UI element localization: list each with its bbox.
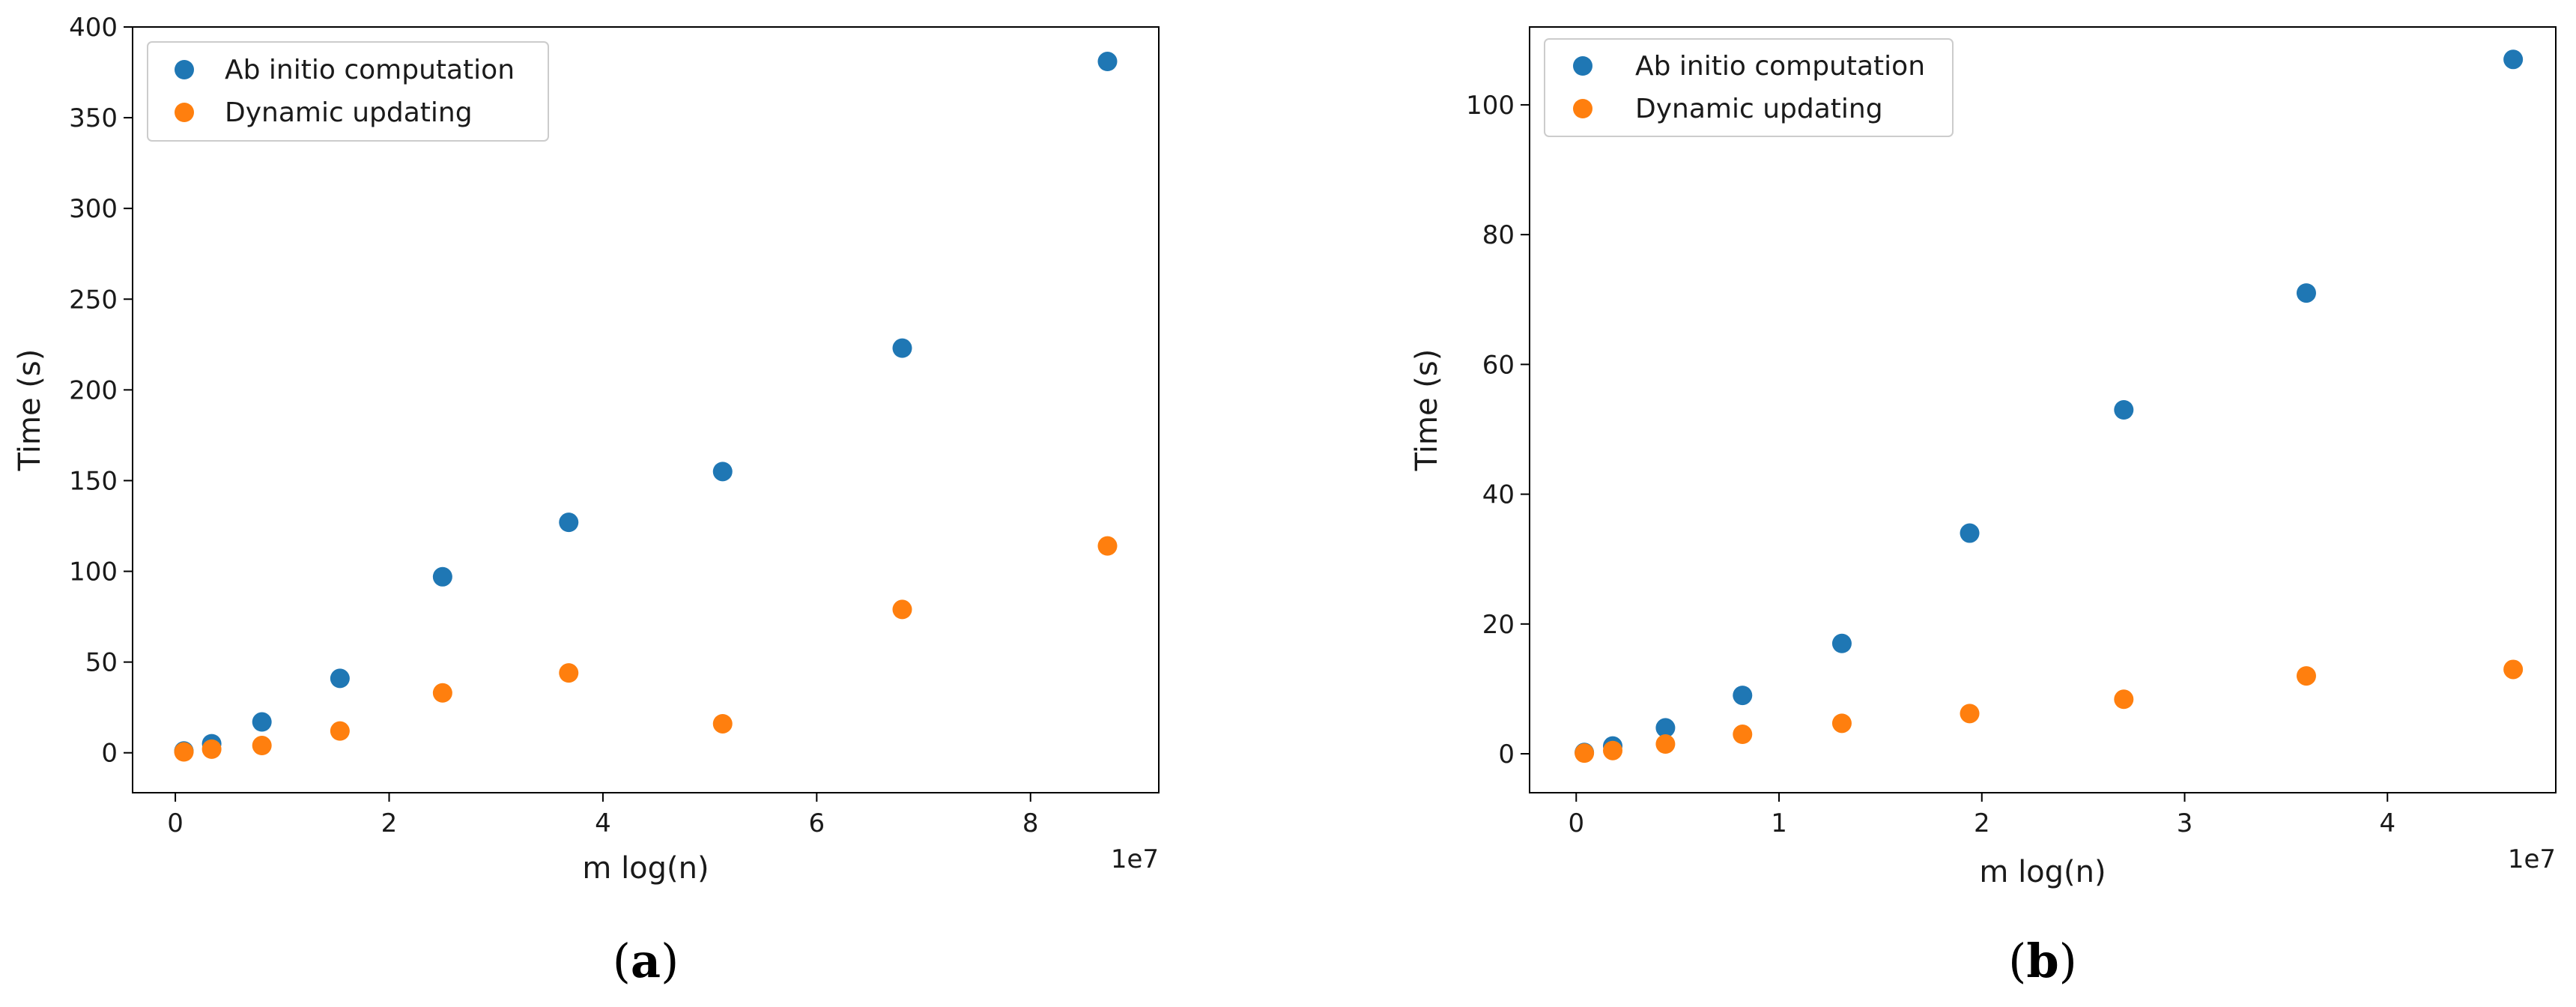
point-ab-initio-a: [330, 668, 350, 689]
plot-area-b: [1529, 26, 2557, 793]
x-tick-label-b: 3: [2177, 808, 2193, 838]
point-dynamic-b: [1655, 734, 1676, 755]
x-offset-label-a: 1e7: [1111, 844, 1159, 874]
y-tick-label-a: 350: [69, 103, 118, 133]
data-points-a: [174, 52, 1118, 762]
legend-box-a: [147, 41, 549, 142]
chart-panel-a: 0 2 4 6 8 0 50 100 150 200 250 300 350 400 m log(n) T…: [13, 13, 1160, 988]
point-ab-initio-b: [2296, 283, 2316, 303]
point-ab-initio-a: [432, 566, 452, 587]
y-tick-label-a: 300: [69, 194, 118, 224]
x-tick-label-b: 4: [2379, 808, 2395, 838]
x-tick-label-b: 2: [1974, 808, 1990, 838]
caption-letter-a: a: [631, 934, 661, 988]
point-ab-initio-a: [892, 338, 912, 358]
point-dynamic-b: [1603, 740, 1623, 760]
legend-b: Ab initio computation Dynamic updating: [1544, 38, 1954, 137]
point-dynamic-a: [174, 742, 194, 762]
legend-marker-dynamic-b: [1573, 99, 1592, 118]
x-tick-label-b: 1: [1771, 808, 1787, 838]
point-dynamic-a: [559, 663, 579, 683]
caption-close-paren-a: ): [661, 934, 679, 988]
point-dynamic-a: [892, 599, 912, 620]
y-axis-label-b: Time (s): [1410, 349, 1444, 472]
x-tick-label-a: 0: [167, 808, 184, 838]
y-tick-label-a: 200: [69, 375, 118, 405]
legend-a: Ab initio computation Dynamic updating: [147, 41, 549, 142]
panel-caption-b: (b): [2008, 934, 2077, 988]
x-tick-label-a: 8: [1022, 808, 1039, 838]
point-dynamic-b: [1831, 713, 1852, 734]
legend-box-b: [1544, 38, 1954, 137]
point-ab-initio-b: [1831, 633, 1852, 653]
caption-open-paren-b: (: [2008, 934, 2026, 988]
y-tick-label-b: 0: [1498, 740, 1515, 769]
point-ab-initio-a: [559, 512, 579, 533]
legend-label-ab-initio-b: Ab initio computation: [1635, 51, 1925, 82]
y-tick-label-b: 100: [1466, 91, 1515, 121]
point-dynamic-b: [2114, 689, 2134, 710]
legend-label-dynamic-a: Dynamic updating: [225, 97, 473, 128]
y-tick-label-b: 80: [1482, 220, 1515, 250]
y-tick-label-a: 50: [85, 648, 118, 678]
point-ab-initio-b: [2114, 400, 2134, 420]
caption-close-paren-b: ): [2059, 934, 2077, 988]
point-dynamic-a: [330, 721, 350, 741]
point-ab-initio-a: [1097, 52, 1118, 72]
x-tick-label-a: 2: [381, 808, 398, 838]
point-ab-initio-b: [1733, 686, 1753, 706]
legend-label-ab-initio-a: Ab initio computation: [225, 55, 515, 85]
y-tick-label-a: 100: [69, 557, 118, 587]
legend-marker-dynamic-a: [175, 103, 194, 122]
y-tick-label-b: 60: [1482, 350, 1515, 380]
y-tick-label-a: 250: [69, 285, 118, 315]
point-dynamic-b: [1733, 725, 1753, 745]
y-tick-label-a: 400: [69, 13, 118, 43]
point-dynamic-a: [1097, 536, 1118, 556]
x-axis-label-a: m log(n): [582, 851, 709, 886]
y-tick-label-b: 20: [1482, 610, 1515, 640]
point-ab-initio-b: [1960, 523, 1980, 543]
point-ab-initio-b: [2503, 49, 2524, 70]
point-dynamic-b: [1960, 704, 1980, 724]
y-tick-label-b: 40: [1482, 480, 1515, 510]
point-dynamic-a: [252, 736, 272, 756]
y-tick-label-a: 0: [101, 739, 118, 769]
caption-letter-b: b: [2026, 934, 2058, 988]
legend-label-dynamic-b: Dynamic updating: [1635, 94, 1883, 124]
data-points-b: [1575, 49, 2524, 763]
point-dynamic-b: [2503, 659, 2524, 680]
point-ab-initio-b: [1655, 718, 1676, 738]
plot-area-a: [132, 26, 1160, 793]
panel-caption-a: (a): [613, 934, 679, 988]
x-tick-label-a: 4: [595, 808, 611, 838]
x-tick-label-a: 6: [809, 808, 825, 838]
point-dynamic-a: [201, 739, 222, 759]
x-tick-label-b: 0: [1568, 808, 1584, 838]
caption-open-paren-a: (: [613, 934, 631, 988]
point-ab-initio-a: [252, 712, 272, 732]
legend-marker-ab-initio-a: [175, 60, 194, 79]
point-dynamic-b: [1575, 743, 1595, 763]
y-axis-label-a: Time (s): [13, 349, 47, 472]
axis-ticks-a: 0 2 4 6 8 0 50 100 150 200 250 300 350 400: [69, 13, 1038, 838]
point-dynamic-b: [2296, 666, 2316, 686]
x-offset-label-b: 1e7: [2508, 844, 2556, 874]
x-axis-label-b: m log(n): [1979, 855, 2106, 889]
point-dynamic-a: [712, 713, 733, 734]
y-tick-label-a: 150: [69, 466, 118, 496]
point-dynamic-a: [432, 683, 452, 703]
legend-marker-ab-initio-b: [1573, 56, 1592, 76]
point-ab-initio-a: [712, 462, 733, 482]
